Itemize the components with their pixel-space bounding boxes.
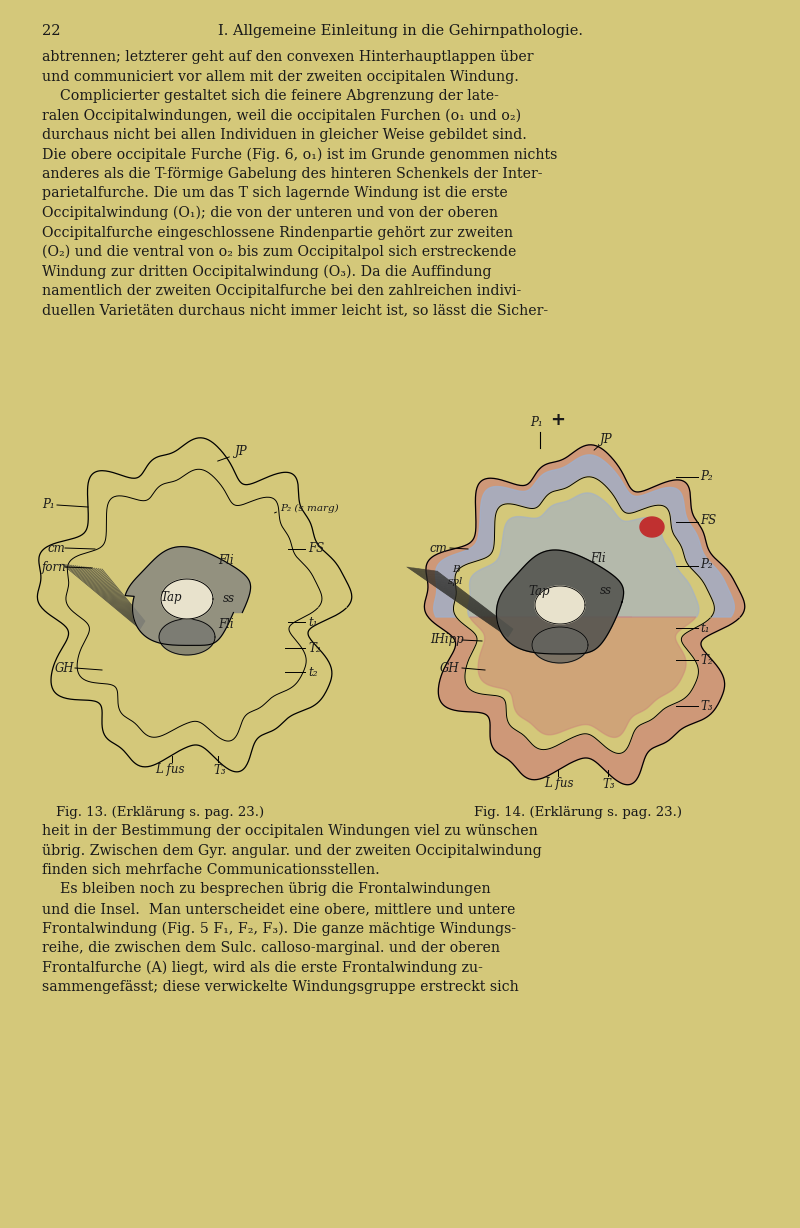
Text: t₂: t₂ xyxy=(308,666,318,679)
Polygon shape xyxy=(159,619,215,655)
Text: reihe, die zwischen dem Sulc. calloso-marginal. und der oberen: reihe, die zwischen dem Sulc. calloso-ma… xyxy=(42,941,500,955)
Text: cm: cm xyxy=(47,542,65,555)
Text: durchaus nicht bei allen Individuen in gleicher Weise gebildet sind.: durchaus nicht bei allen Individuen in g… xyxy=(42,128,527,142)
Text: Die obere occipitale Furche (Fig. 6, o₁) ist im Grunde genommen nichts: Die obere occipitale Furche (Fig. 6, o₁)… xyxy=(42,147,558,162)
Polygon shape xyxy=(454,476,714,754)
Text: t₁: t₁ xyxy=(700,621,710,635)
Polygon shape xyxy=(424,445,745,785)
Text: L fus: L fus xyxy=(155,764,185,776)
Polygon shape xyxy=(161,578,213,619)
Text: parietalfurche. Die um das T sich lagernde Windung ist die erste: parietalfurche. Die um das T sich lagern… xyxy=(42,187,508,200)
Polygon shape xyxy=(38,438,352,772)
Text: P₁: P₁ xyxy=(530,416,542,430)
Polygon shape xyxy=(66,469,322,740)
Polygon shape xyxy=(468,492,699,616)
Text: FS: FS xyxy=(700,513,716,527)
Text: abtrennen; letzterer geht auf den convexen Hinterhauptlappen über: abtrennen; letzterer geht auf den convex… xyxy=(42,50,534,64)
Text: namentlich der zweiten Occipitalfurche bei den zahlreichen indivi-: namentlich der zweiten Occipitalfurche b… xyxy=(42,284,522,298)
Text: T₃: T₃ xyxy=(700,700,713,712)
Text: ralen Occipitalwindungen, weil die occipitalen Furchen (o₁ und o₂): ralen Occipitalwindungen, weil die occip… xyxy=(42,108,521,123)
Text: P₂ (s marg): P₂ (s marg) xyxy=(280,503,338,512)
Text: I. Allgemeine Einleitung in die Gehirnpathologie.: I. Allgemeine Einleitung in die Gehirnpa… xyxy=(218,25,582,38)
Text: t₁: t₁ xyxy=(308,615,318,629)
Text: JP: JP xyxy=(235,446,248,458)
Text: T₂: T₂ xyxy=(308,641,321,655)
Text: Fli: Fli xyxy=(218,554,234,566)
Text: GH: GH xyxy=(440,662,460,674)
Text: forn: forn xyxy=(42,560,66,573)
Polygon shape xyxy=(434,454,734,616)
Text: Fig. 14. (Erklärung s. pag. 23.): Fig. 14. (Erklärung s. pag. 23.) xyxy=(474,806,682,819)
Text: Fli: Fli xyxy=(218,619,234,631)
Polygon shape xyxy=(125,546,250,646)
Text: P₂: P₂ xyxy=(700,469,713,483)
Text: P₁: P₁ xyxy=(42,499,54,512)
Text: ss: ss xyxy=(600,583,612,597)
Polygon shape xyxy=(497,550,623,655)
Text: 22: 22 xyxy=(42,25,61,38)
Text: Occipitalwindung (O₁); die von der unteren und von der oberen: Occipitalwindung (O₁); die von der unter… xyxy=(42,206,498,220)
Text: Frontalfurche (A) liegt, wird als die erste Frontalwindung zu-: Frontalfurche (A) liegt, wird als die er… xyxy=(42,960,483,975)
Text: Frontalwindung (Fig. 5 F₁, F₂, F₃). Die ganze mächtige Windungs-: Frontalwindung (Fig. 5 F₁, F₂, F₃). Die … xyxy=(42,921,516,936)
Text: übrig. Zwischen dem Gyr. angular. und der zweiten Occipitalwindung: übrig. Zwischen dem Gyr. angular. und de… xyxy=(42,844,542,857)
Text: Occipitalfurche eingeschlossene Rindenpartie gehört zur zweiten: Occipitalfurche eingeschlossene Rindenpa… xyxy=(42,226,513,239)
Text: JP: JP xyxy=(600,433,613,447)
Text: (O₂) und die ventral von o₂ bis zum Occipitalpol sich erstreckende: (O₂) und die ventral von o₂ bis zum Occi… xyxy=(42,246,516,259)
Text: +: + xyxy=(550,411,566,429)
Text: T₃: T₃ xyxy=(213,764,226,776)
Text: Tap: Tap xyxy=(160,592,182,604)
Text: und die Insel.  Man unterscheidet eine obere, mittlere und untere: und die Insel. Man unterscheidet eine ob… xyxy=(42,903,515,916)
Text: spl: spl xyxy=(448,577,463,587)
Polygon shape xyxy=(640,517,664,537)
Text: B: B xyxy=(452,566,460,575)
Text: und communiciert vor allem mit der zweiten occipitalen Windung.: und communiciert vor allem mit der zweit… xyxy=(42,70,519,84)
Text: finden sich mehrfache Communicationsstellen.: finden sich mehrfache Communicationsstel… xyxy=(42,863,380,877)
Polygon shape xyxy=(535,586,585,624)
Text: sammengefässt; diese verwickelte Windungsgruppe erstreckt sich: sammengefässt; diese verwickelte Windung… xyxy=(42,980,518,993)
Text: ss: ss xyxy=(223,592,235,604)
Text: Es bleiben noch zu besprechen übrig die Frontalwindungen: Es bleiben noch zu besprechen übrig die … xyxy=(42,883,490,896)
Text: duellen Varietäten durchaus nicht immer leicht ist, so lässt die Sicher-: duellen Varietäten durchaus nicht immer … xyxy=(42,303,548,318)
Text: T₃: T₃ xyxy=(602,777,614,791)
Text: IHipp: IHipp xyxy=(430,634,464,646)
Text: P₂: P₂ xyxy=(700,559,713,571)
Text: FS: FS xyxy=(308,542,324,555)
Polygon shape xyxy=(532,628,588,663)
Polygon shape xyxy=(470,616,696,737)
Text: heit in der Bestimmung der occipitalen Windungen viel zu wünschen: heit in der Bestimmung der occipitalen W… xyxy=(42,824,538,837)
Text: Tap: Tap xyxy=(528,586,550,598)
Text: GH: GH xyxy=(55,662,74,674)
Text: T₂: T₂ xyxy=(700,653,713,667)
Text: Windung zur dritten Occipitalwindung (O₃). Da die Auffindung: Windung zur dritten Occipitalwindung (O₃… xyxy=(42,264,491,279)
Text: Fli: Fli xyxy=(590,551,606,565)
Text: L fus: L fus xyxy=(544,777,574,791)
Text: cm: cm xyxy=(430,542,448,555)
Text: Fig. 13. (Erklärung s. pag. 23.): Fig. 13. (Erklärung s. pag. 23.) xyxy=(56,806,264,819)
Text: anderes als die T-förmige Gabelung des hinteren Schenkels der Inter-: anderes als die T-förmige Gabelung des h… xyxy=(42,167,542,181)
Text: Complicierter gestaltet sich die feinere Abgrenzung der late-: Complicierter gestaltet sich die feinere… xyxy=(42,88,499,103)
